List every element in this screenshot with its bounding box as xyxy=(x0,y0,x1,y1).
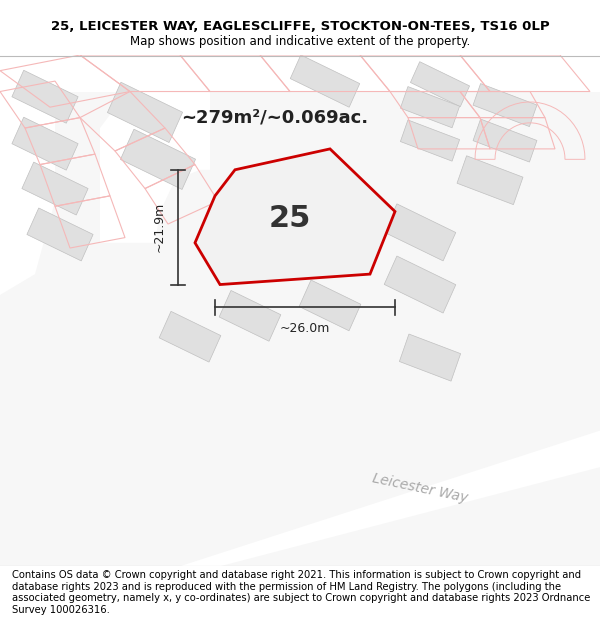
Polygon shape xyxy=(12,70,78,123)
Polygon shape xyxy=(121,129,196,189)
Text: 25: 25 xyxy=(269,204,311,232)
Polygon shape xyxy=(27,208,93,261)
Polygon shape xyxy=(12,118,78,170)
Text: Contains OS data © Crown copyright and database right 2021. This information is : Contains OS data © Crown copyright and d… xyxy=(12,570,590,615)
Polygon shape xyxy=(384,204,456,261)
Polygon shape xyxy=(107,82,182,142)
Text: ~26.0m: ~26.0m xyxy=(280,322,330,335)
Polygon shape xyxy=(0,55,600,91)
Polygon shape xyxy=(400,120,460,161)
Polygon shape xyxy=(410,62,470,107)
Text: ~279m²/~0.069ac.: ~279m²/~0.069ac. xyxy=(181,109,368,127)
Text: Leicester Way: Leicester Way xyxy=(371,471,469,505)
Text: 25, LEICESTER WAY, EAGLESCLIFFE, STOCKTON-ON-TEES, TS16 0LP: 25, LEICESTER WAY, EAGLESCLIFFE, STOCKTO… xyxy=(50,21,550,33)
Polygon shape xyxy=(180,431,600,577)
Text: ~21.9m: ~21.9m xyxy=(153,202,166,252)
Polygon shape xyxy=(400,87,460,128)
Polygon shape xyxy=(384,256,456,313)
Polygon shape xyxy=(100,55,210,243)
Polygon shape xyxy=(457,156,523,204)
Polygon shape xyxy=(22,162,88,215)
Text: Map shows position and indicative extent of the property.: Map shows position and indicative extent… xyxy=(130,36,470,48)
Polygon shape xyxy=(0,55,55,295)
Polygon shape xyxy=(299,280,361,331)
Polygon shape xyxy=(219,291,281,341)
Polygon shape xyxy=(473,119,537,162)
Polygon shape xyxy=(473,84,537,127)
Polygon shape xyxy=(195,149,395,284)
Polygon shape xyxy=(400,334,461,381)
Polygon shape xyxy=(290,55,360,108)
Polygon shape xyxy=(159,311,221,362)
